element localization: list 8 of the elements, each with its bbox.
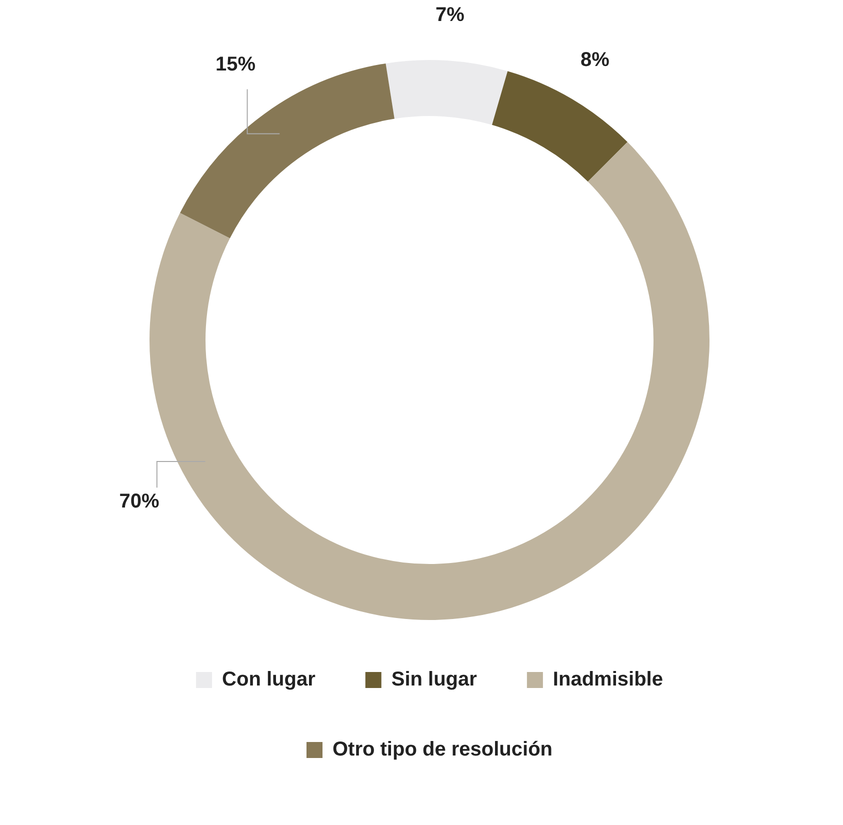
legend-label: Sin lugar (391, 668, 478, 691)
data-label: 7% (435, 4, 465, 26)
legend-label: Inadmisible (552, 668, 663, 691)
legend-label: Con lugar (222, 668, 316, 691)
data-label: 15% (216, 53, 256, 76)
data-label: 70% (119, 490, 160, 512)
data-label: 8% (580, 48, 610, 71)
legend-label: Otro tipo de resolución (332, 738, 553, 761)
